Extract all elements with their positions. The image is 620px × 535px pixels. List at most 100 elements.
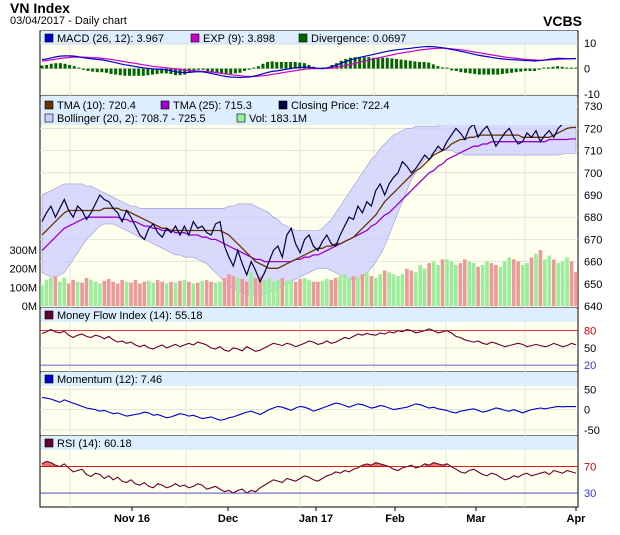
volume-bar <box>164 283 169 306</box>
divergence-bar <box>229 68 233 74</box>
x-tick-label: Dec <box>218 513 238 525</box>
price-y-tick: 650 <box>584 279 602 291</box>
divergence-bar <box>367 57 371 69</box>
volume-bar <box>124 281 129 306</box>
divergence-bar <box>450 68 454 71</box>
divergence-bar <box>183 68 187 75</box>
rsi-legend-swatch <box>44 438 54 448</box>
price-legend-bg <box>41 96 577 125</box>
volume-bar <box>84 278 89 306</box>
volume-bar <box>129 282 133 306</box>
divergence-bar <box>417 61 421 69</box>
volume-bar <box>106 278 111 306</box>
divergence-bar <box>454 68 458 71</box>
divergence-bar <box>132 68 136 76</box>
divergence-bar <box>464 68 468 73</box>
rsi-y-tick: 70 <box>584 462 596 474</box>
volume-bar <box>454 264 458 306</box>
volume-bar <box>222 278 227 306</box>
divergence-bar <box>45 64 49 69</box>
volume-bar <box>280 278 285 306</box>
volume-bar <box>155 279 160 306</box>
volume-bar <box>293 281 298 306</box>
volume-bar <box>560 261 565 306</box>
rsi-overbought-fill <box>424 462 447 467</box>
volume-bar <box>382 270 387 306</box>
divergence-bar <box>569 67 573 69</box>
divergence-bar <box>114 68 118 75</box>
bollinger-band <box>41 115 577 296</box>
volume-bar <box>449 261 454 306</box>
divergence-bar <box>118 68 122 76</box>
divergence-bar <box>261 63 265 69</box>
volume-bar <box>320 280 325 306</box>
volume-bar <box>200 280 204 306</box>
divergence-bar <box>404 60 408 69</box>
divergence-legend: Divergence: 0.0697 <box>311 33 406 45</box>
mfi-line <box>41 328 577 352</box>
volume-bar <box>111 281 115 306</box>
macd-legend: MACD (26, 12): 3.967 <box>57 33 164 45</box>
volume-bar <box>276 279 280 306</box>
divergence-bar <box>302 63 306 69</box>
divergence-bar <box>160 68 164 74</box>
exp-legend: EXP (9): 3.898 <box>203 33 275 45</box>
bollinger-legend-swatch <box>44 113 54 123</box>
volume-bar <box>551 259 556 306</box>
volume-y-tick: 100M <box>9 282 37 294</box>
mfi-y-tick: 50 <box>584 343 596 355</box>
divergence-bar <box>266 61 270 69</box>
volume-bar <box>191 283 196 306</box>
price-y-tick: 710 <box>584 146 602 158</box>
volume-bar <box>347 278 351 306</box>
chart-title: VN Index <box>10 0 70 16</box>
volume-y-tick: 0M <box>22 301 37 313</box>
volume-bar <box>253 278 258 306</box>
volume-bar <box>187 281 191 306</box>
volume-bar <box>169 281 173 306</box>
divergence-bar <box>533 68 537 71</box>
macd-y-tick: 0 <box>584 64 590 76</box>
volume-bar <box>75 281 80 306</box>
volume-bar <box>547 255 552 306</box>
divergence-bar <box>247 68 251 70</box>
divergence-bar <box>150 68 154 75</box>
volume-bar <box>431 261 436 306</box>
exp-line <box>41 47 577 78</box>
volume-bar <box>480 264 485 306</box>
volume-bar <box>102 280 107 306</box>
chart-header: VN Index 03/04/2017 - Daily chart VCBS <box>0 0 620 30</box>
bollinger-legend: Bollinger (20, 2): 708.7 - 725.5 <box>57 113 206 125</box>
divergence-bar <box>284 61 288 69</box>
divergence-bar <box>574 67 578 69</box>
divergence-bar <box>123 68 127 76</box>
volume-bar <box>494 264 498 306</box>
volume-bar <box>213 282 218 306</box>
volume-bar <box>409 270 414 306</box>
divergence-bar <box>491 68 495 75</box>
mfi-legend: Money Flow Index (14): 55.18 <box>57 310 203 322</box>
divergence-bar <box>381 57 385 69</box>
volume-bar <box>66 283 71 306</box>
volume-bar <box>387 272 391 306</box>
volume-bar <box>53 276 58 306</box>
mfi-y-tick: 80 <box>584 326 596 338</box>
divergence-bar <box>505 68 509 74</box>
rsi-y-tick: 30 <box>584 488 596 500</box>
divergence-bar <box>293 61 297 69</box>
divergence-bar <box>510 68 514 73</box>
volume-bar <box>569 261 574 306</box>
volume-bar <box>507 257 512 306</box>
divergence-bar <box>399 59 403 69</box>
divergence-bar <box>169 68 173 74</box>
volume-bar <box>307 279 311 306</box>
divergence-bar <box>256 66 260 69</box>
momentum-y-tick: -50 <box>584 425 600 437</box>
volume-bar <box>151 282 156 306</box>
divergence-bar <box>523 68 527 71</box>
divergence-bar <box>146 68 150 76</box>
price-y-tick: 660 <box>584 257 602 269</box>
volume-bar <box>471 263 476 306</box>
volume-bar <box>93 281 98 306</box>
volume-bar <box>284 280 289 306</box>
